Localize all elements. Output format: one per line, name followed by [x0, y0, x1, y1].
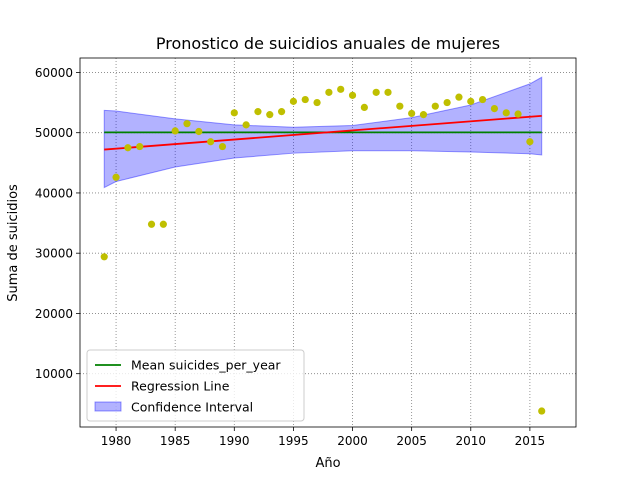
- legend-mean-label: Mean suicides_per_year: [131, 358, 281, 373]
- data-point: [337, 85, 345, 93]
- data-point: [372, 88, 380, 96]
- data-point: [348, 91, 357, 99]
- data-point: [218, 142, 227, 151]
- data-point: [242, 121, 250, 129]
- x-tick-label: 1990: [219, 434, 250, 448]
- data-point: [195, 127, 203, 136]
- data-point: [384, 88, 392, 96]
- legend-ci-swatch: [94, 401, 122, 412]
- x-tick-label: 2010: [455, 434, 486, 448]
- data-point: [396, 102, 404, 110]
- data-point: [360, 103, 368, 112]
- x-tick-label: 2015: [515, 434, 546, 448]
- data-point: [408, 109, 416, 118]
- data-point: [230, 109, 238, 117]
- data-point: [514, 110, 522, 118]
- data-point: [207, 138, 215, 146]
- data-point: [502, 109, 510, 117]
- legend-box: [86, 349, 305, 422]
- x-tick-label: 1985: [160, 434, 191, 448]
- legend-regression-label: Regression Line: [131, 379, 230, 394]
- data-point: [136, 142, 144, 151]
- legend: Mean suicides_per_year Regression Line C…: [86, 349, 305, 422]
- plot-frame: [79, 57, 577, 428]
- data-point: [419, 111, 428, 119]
- x-tick-label: 2000: [337, 434, 368, 448]
- data-point: [538, 407, 546, 415]
- x-axis-label: Año: [315, 456, 340, 471]
- data-point: [112, 173, 120, 181]
- x-tick-label: 1980: [101, 434, 132, 448]
- data-point: [277, 108, 286, 116]
- data-point: [171, 127, 179, 135]
- data-point: [313, 98, 321, 107]
- data-point: [526, 138, 534, 146]
- data-point: [100, 253, 108, 261]
- data-point: [254, 108, 262, 116]
- y-tick-label: 60000: [35, 66, 73, 80]
- regression-line: [104, 114, 542, 151]
- x-tick-label: 1995: [278, 434, 309, 448]
- data-point: [301, 95, 309, 104]
- axis-ticks: 1980 1985 1990 1995 2000 2005 2010 2015 10000 200…: [35, 66, 545, 448]
- data-point: [467, 97, 475, 105]
- data-point: [325, 88, 333, 96]
- legend-ci-label: Confidence Interval: [131, 400, 253, 415]
- chart-title: Pronostico de suicidios anuales de mujer…: [156, 34, 500, 53]
- data-point: [478, 95, 487, 104]
- data-point: [289, 97, 298, 105]
- data-point: [455, 93, 463, 101]
- data-point: [443, 98, 451, 107]
- y-tick-label: 10000: [35, 367, 73, 381]
- scatter-points: [100, 85, 546, 415]
- data-point: [159, 220, 167, 228]
- data-point: [266, 111, 274, 119]
- data-point: [431, 102, 439, 110]
- data-point: [490, 105, 499, 113]
- y-tick-label: 30000: [35, 247, 73, 261]
- y-tick-label: 50000: [35, 126, 73, 140]
- data-point: [147, 220, 156, 228]
- data-point: [124, 144, 132, 152]
- data-point: [183, 120, 191, 128]
- y-tick-label: 40000: [35, 186, 73, 200]
- y-tick-label: 20000: [35, 307, 73, 321]
- x-tick-label: 2005: [396, 434, 427, 448]
- y-axis-label: Suma de suicidios: [6, 184, 21, 302]
